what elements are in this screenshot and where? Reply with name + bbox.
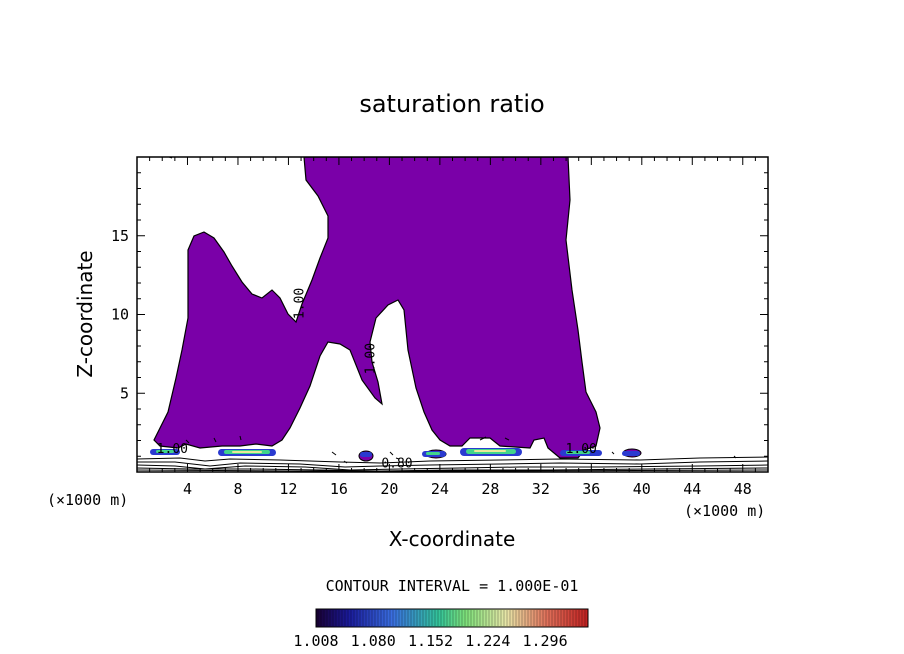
colorbar-tick-label: 1.152 (408, 632, 453, 650)
supersaturation-streaks (150, 448, 640, 457)
contour-interval: CONTOUR INTERVAL = 1.000E-01 (326, 577, 579, 595)
colorbar-tick-label: 1.296 (522, 632, 567, 650)
contour-label: 0.80 (381, 456, 412, 471)
y-axis-title: Z-coordinate (73, 250, 97, 377)
contour-label: 1.00 (157, 442, 188, 457)
y-tick-label: 5 (120, 384, 129, 402)
contour-specks (167, 157, 737, 464)
y-tick-label: 10 (111, 306, 129, 324)
contour-label: 1.00 (293, 288, 308, 319)
x-tick-label: 8 (233, 480, 242, 498)
y-tick-label: 15 (111, 227, 129, 245)
x-tick-label: 16 (330, 480, 348, 498)
colorbar-tick-label: 1.008 (293, 632, 338, 650)
x-tick-label: 20 (380, 480, 398, 498)
x-tick-label: 40 (633, 480, 651, 498)
plot-area: 1.00 1.00 0.80 1.00 1.00 (137, 157, 768, 472)
x-tick-label: 12 (279, 480, 297, 498)
contour-label: 1.00 (363, 343, 378, 374)
x-tick-label: 48 (734, 480, 752, 498)
x-unit-label-left: (×1000 m) (47, 491, 128, 509)
x-tick-label: 32 (532, 480, 550, 498)
colorbar (315, 608, 589, 628)
x-unit-label-right: (×1000 m) (684, 502, 765, 520)
x-tick-label: 28 (481, 480, 499, 498)
x-tick-label: 36 (582, 480, 600, 498)
x-tick-label: 44 (683, 480, 701, 498)
chart-title: saturation ratio (359, 90, 544, 118)
colorbar-stripes (317, 610, 586, 626)
saturated-region (153, 157, 601, 459)
colorbar-tick-label: 1.224 (465, 632, 510, 650)
x-axis-title: X-coordinate (389, 527, 516, 551)
x-tick-label: 4 (183, 480, 192, 498)
x-tick-label: 24 (431, 480, 449, 498)
colorbar-tick-label: 1.080 (351, 632, 396, 650)
contour-label: 1.00 (566, 442, 597, 457)
